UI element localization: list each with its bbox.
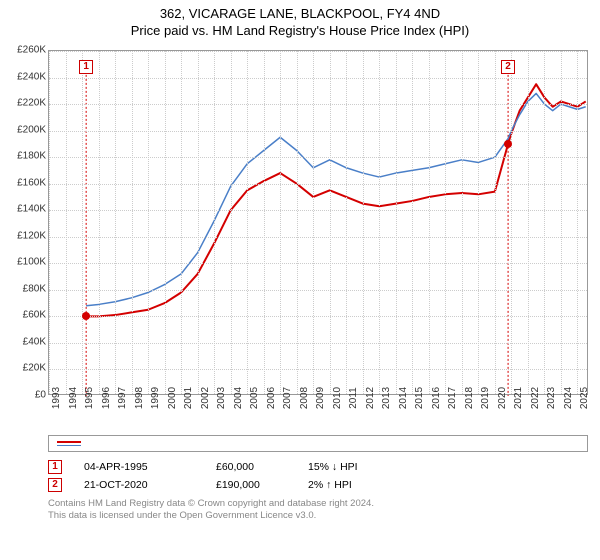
transaction-hpi: 2% ↑ HPI xyxy=(308,479,398,491)
legend-swatch xyxy=(57,441,81,443)
transaction-table: 1 04-APR-1995 £60,000 15% ↓ HPI 2 21-OCT-2020… xyxy=(48,458,588,494)
x-axis-label: 2020 xyxy=(497,387,508,409)
chart-title-main: 362, VICARAGE LANE, BLACKPOOL, FY4 4ND xyxy=(0,6,600,21)
transaction-point xyxy=(82,312,90,320)
x-axis-label: 2001 xyxy=(183,387,194,409)
legend-block: 1 04-APR-1995 £60,000 15% ↓ HPI 2 21-OCT-2020… xyxy=(48,435,588,523)
x-axis-label: 2006 xyxy=(266,387,277,409)
x-axis-label: 2023 xyxy=(546,387,557,409)
y-axis-label: £0 xyxy=(35,390,46,401)
x-axis-label: 2015 xyxy=(414,387,425,409)
x-axis-label: 2005 xyxy=(249,387,260,409)
x-axis-label: 2017 xyxy=(447,387,458,409)
x-axis-label: 1999 xyxy=(150,387,161,409)
x-axis-label: 2014 xyxy=(398,387,409,409)
y-axis-label: £20K xyxy=(23,363,46,374)
transaction-date: 21-OCT-2020 xyxy=(84,479,194,491)
footer-line-2: This data is licensed under the Open Gov… xyxy=(48,510,588,522)
x-axis-label: 2003 xyxy=(216,387,227,409)
x-axis-label: 2008 xyxy=(299,387,310,409)
y-axis-label: £160K xyxy=(17,177,46,188)
transaction-price: £60,000 xyxy=(216,461,286,473)
transaction-marker: 1 xyxy=(79,60,93,74)
legend-series-box xyxy=(48,435,588,452)
y-axis-label: £260K xyxy=(17,45,46,56)
chart-title-block: 362, VICARAGE LANE, BLACKPOOL, FY4 4ND P… xyxy=(0,0,600,38)
y-axis-label: £100K xyxy=(17,257,46,268)
x-axis-label: 2016 xyxy=(431,387,442,409)
x-axis-label: 2002 xyxy=(200,387,211,409)
x-axis-label: 2022 xyxy=(530,387,541,409)
y-axis-label: £140K xyxy=(17,204,46,215)
y-axis-label: £200K xyxy=(17,124,46,135)
chart-title-sub: Price paid vs. HM Land Registry's House … xyxy=(0,23,600,38)
x-axis-label: 1998 xyxy=(134,387,145,409)
transaction-price: £190,000 xyxy=(216,479,286,491)
y-axis-label: £240K xyxy=(17,71,46,82)
x-axis-label: 2004 xyxy=(233,387,244,409)
price-chart: 12 xyxy=(48,50,588,395)
x-axis-label: 2010 xyxy=(332,387,343,409)
legend-row xyxy=(57,444,579,447)
y-axis-label: £80K xyxy=(23,283,46,294)
x-axis-label: 2009 xyxy=(315,387,326,409)
transaction-point xyxy=(504,140,512,148)
x-axis-label: 2025 xyxy=(579,387,590,409)
footer-line-1: Contains HM Land Registry data © Crown c… xyxy=(48,498,588,510)
x-axis-label: 2000 xyxy=(167,387,178,409)
y-axis-label: £60K xyxy=(23,310,46,321)
x-axis-label: 1995 xyxy=(84,387,95,409)
x-axis-label: 2019 xyxy=(480,387,491,409)
y-axis-label: £40K xyxy=(23,336,46,347)
transaction-date: 04-APR-1995 xyxy=(84,461,194,473)
y-axis-label: £120K xyxy=(17,230,46,241)
transaction-row: 2 21-OCT-2020 £190,000 2% ↑ HPI xyxy=(48,476,588,494)
x-axis-label: 1996 xyxy=(101,387,112,409)
x-axis-label: 2011 xyxy=(348,387,359,409)
transaction-hpi: 15% ↓ HPI xyxy=(308,461,398,473)
x-axis-label: 1993 xyxy=(51,387,62,409)
x-axis-label: 2013 xyxy=(381,387,392,409)
transaction-marker: 2 xyxy=(501,60,515,74)
footer-note: Contains HM Land Registry data © Crown c… xyxy=(48,498,588,523)
y-axis-label: £220K xyxy=(17,98,46,109)
transaction-row: 1 04-APR-1995 £60,000 15% ↓ HPI xyxy=(48,458,588,476)
x-axis-label: 2012 xyxy=(365,387,376,409)
x-axis-label: 2007 xyxy=(282,387,293,409)
transaction-row-marker: 2 xyxy=(48,478,62,492)
legend-swatch xyxy=(57,445,81,446)
x-axis-label: 1994 xyxy=(68,387,79,409)
x-axis-label: 2021 xyxy=(513,387,524,409)
x-axis-label: 2018 xyxy=(464,387,475,409)
x-axis-label: 1997 xyxy=(117,387,128,409)
x-axis-label: 2024 xyxy=(563,387,574,409)
y-axis-label: £180K xyxy=(17,151,46,162)
transaction-row-marker: 1 xyxy=(48,460,62,474)
